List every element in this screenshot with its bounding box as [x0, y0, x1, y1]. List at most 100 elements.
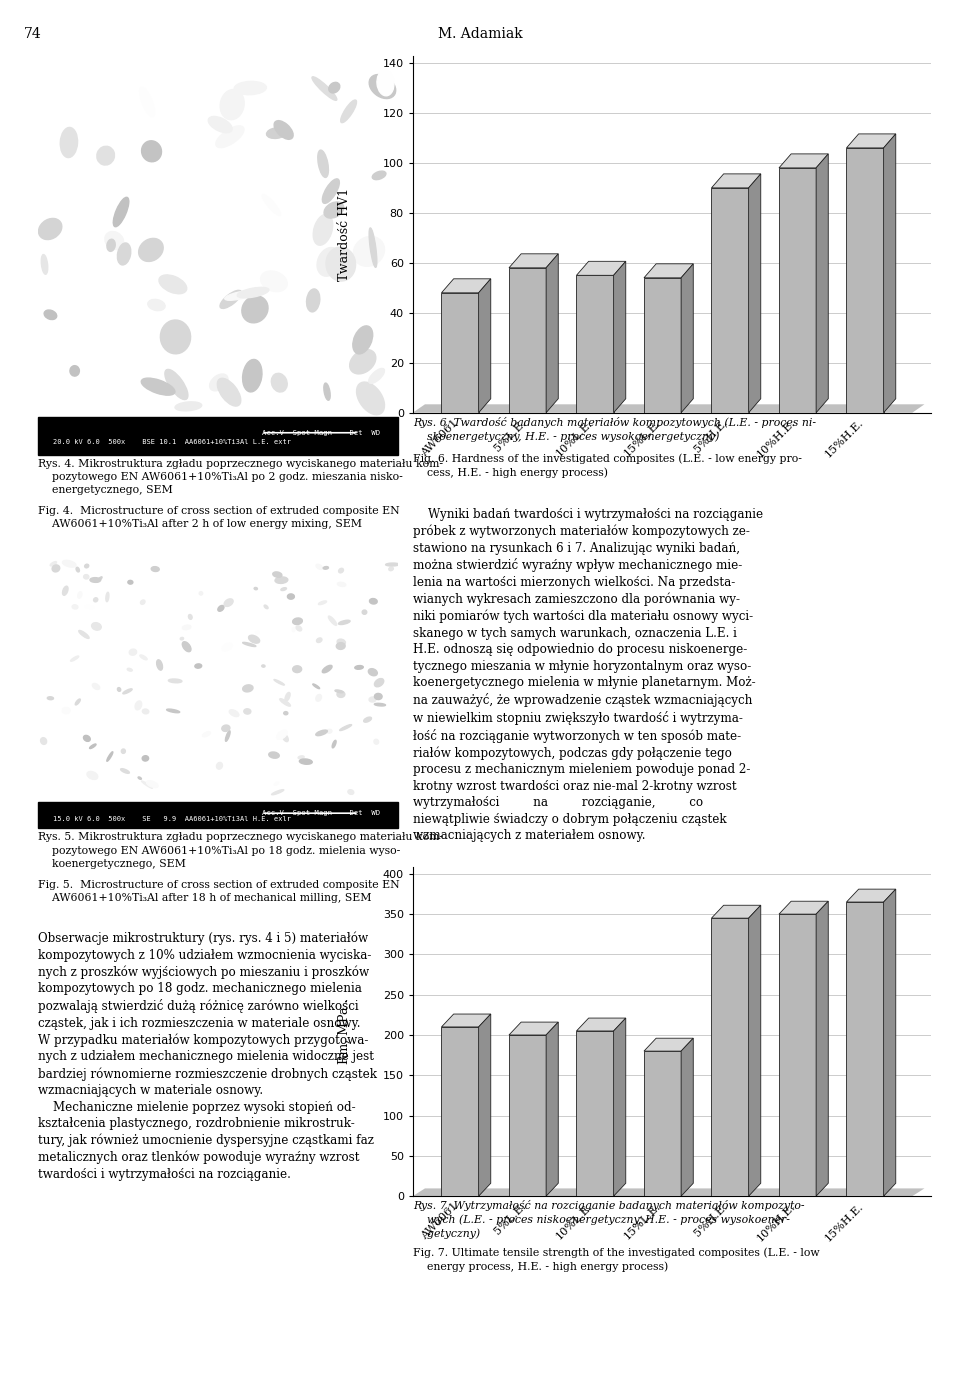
Polygon shape: [711, 187, 749, 413]
Ellipse shape: [135, 701, 142, 709]
Ellipse shape: [152, 567, 159, 571]
Ellipse shape: [76, 567, 80, 572]
Ellipse shape: [349, 350, 375, 374]
Ellipse shape: [220, 90, 244, 120]
Ellipse shape: [195, 665, 202, 669]
Ellipse shape: [96, 576, 102, 582]
Polygon shape: [847, 148, 883, 413]
Polygon shape: [779, 154, 828, 168]
Ellipse shape: [244, 709, 251, 713]
Text: 20.0 kV 6.0  500x    BSE 10.1  AA6061+10%Ti3Al L.E. extr: 20.0 kV 6.0 500x BSE 10.1 AA6061+10%Ti3A…: [53, 439, 291, 445]
Polygon shape: [509, 267, 546, 413]
Text: Rys. 6. Twardość badanych materiałów kompozytowych (L.E. - proces ni-
    skoene: Rys. 6. Twardość badanych materiałów kom…: [413, 417, 816, 442]
Ellipse shape: [284, 712, 288, 715]
Ellipse shape: [243, 642, 255, 646]
Text: Wyniki badań twardości i wytrzymałości na rozciąganie
próbek z wytworzonych mate: Wyniki badań twardości i wytrzymałości n…: [413, 508, 763, 842]
Polygon shape: [509, 253, 559, 267]
Ellipse shape: [84, 564, 88, 568]
Ellipse shape: [182, 642, 191, 652]
Ellipse shape: [237, 287, 269, 298]
Ellipse shape: [316, 564, 323, 569]
Ellipse shape: [140, 655, 147, 660]
Ellipse shape: [142, 755, 149, 761]
Ellipse shape: [225, 291, 252, 301]
Text: 15.0 kV 6.0  500x    SE   9.9  AA6061+10%Ti3Al H.E. exlr: 15.0 kV 6.0 500x SE 9.9 AA6061+10%Ti3Al …: [53, 817, 291, 823]
Ellipse shape: [107, 751, 113, 761]
Ellipse shape: [44, 311, 57, 319]
Ellipse shape: [175, 402, 202, 411]
Ellipse shape: [243, 360, 262, 392]
Ellipse shape: [38, 218, 61, 239]
Ellipse shape: [370, 228, 377, 267]
Ellipse shape: [324, 383, 330, 400]
Ellipse shape: [128, 669, 132, 672]
Polygon shape: [577, 276, 613, 413]
Ellipse shape: [262, 194, 280, 215]
Polygon shape: [711, 918, 749, 1196]
Ellipse shape: [353, 326, 372, 354]
Text: Rys. 5. Mikrostruktura zgładu poprzecznego wyciskanego materiału kom-
    pozyto: Rys. 5. Mikrostruktura zgładu poprzeczne…: [38, 832, 444, 869]
Ellipse shape: [369, 697, 376, 702]
Polygon shape: [577, 262, 626, 276]
Ellipse shape: [254, 588, 257, 590]
Ellipse shape: [121, 748, 126, 754]
Polygon shape: [442, 1027, 479, 1196]
Ellipse shape: [117, 243, 131, 264]
Ellipse shape: [316, 730, 327, 736]
Polygon shape: [816, 154, 828, 413]
Ellipse shape: [113, 197, 129, 227]
Ellipse shape: [41, 255, 48, 274]
Ellipse shape: [255, 631, 259, 634]
Ellipse shape: [147, 781, 158, 788]
Ellipse shape: [128, 581, 132, 585]
Ellipse shape: [106, 592, 108, 602]
Polygon shape: [577, 1018, 626, 1031]
Ellipse shape: [70, 365, 80, 376]
Ellipse shape: [372, 171, 386, 179]
Ellipse shape: [92, 684, 100, 690]
Ellipse shape: [328, 616, 337, 625]
Ellipse shape: [117, 687, 121, 691]
Polygon shape: [442, 292, 479, 413]
Ellipse shape: [138, 238, 163, 262]
Text: M. Adamiak: M. Adamiak: [438, 27, 522, 41]
Polygon shape: [847, 134, 896, 148]
Ellipse shape: [242, 297, 268, 323]
Ellipse shape: [326, 248, 355, 281]
Ellipse shape: [90, 578, 101, 582]
Polygon shape: [442, 278, 491, 292]
Text: Acc.V  Spot Magn    Det  WD               100 µm: Acc.V Spot Magn Det WD 100 µm: [261, 429, 471, 435]
Ellipse shape: [165, 369, 188, 400]
Ellipse shape: [87, 771, 98, 779]
Ellipse shape: [389, 567, 394, 571]
Ellipse shape: [262, 665, 265, 667]
Ellipse shape: [261, 271, 287, 291]
Ellipse shape: [369, 368, 385, 383]
Ellipse shape: [326, 729, 332, 733]
Ellipse shape: [107, 239, 115, 252]
Ellipse shape: [50, 561, 57, 565]
Text: Rys. 7. Wytrzymałość na rozciąganie badanych materiałów kompozyto-
    wych (L.E: Rys. 7. Wytrzymałość na rozciąganie bada…: [413, 1200, 804, 1240]
Ellipse shape: [324, 567, 328, 569]
Ellipse shape: [292, 628, 295, 632]
Polygon shape: [546, 253, 559, 413]
Ellipse shape: [318, 150, 328, 178]
Ellipse shape: [353, 236, 385, 266]
Ellipse shape: [140, 87, 155, 116]
Polygon shape: [479, 1014, 491, 1196]
Ellipse shape: [339, 568, 344, 572]
Bar: [38, 417, 398, 455]
Ellipse shape: [218, 606, 224, 611]
Ellipse shape: [216, 126, 244, 147]
Ellipse shape: [355, 666, 363, 669]
Ellipse shape: [339, 620, 350, 624]
Ellipse shape: [264, 606, 268, 609]
Ellipse shape: [89, 744, 96, 748]
Ellipse shape: [377, 70, 394, 95]
Polygon shape: [816, 901, 828, 1196]
Text: Fig. 5.  Microstructure of cross section of extruded composite EN
    AW6061+10%: Fig. 5. Microstructure of cross section …: [38, 880, 400, 902]
Ellipse shape: [208, 116, 232, 133]
Ellipse shape: [60, 127, 78, 158]
Ellipse shape: [105, 232, 124, 249]
Ellipse shape: [243, 686, 253, 693]
